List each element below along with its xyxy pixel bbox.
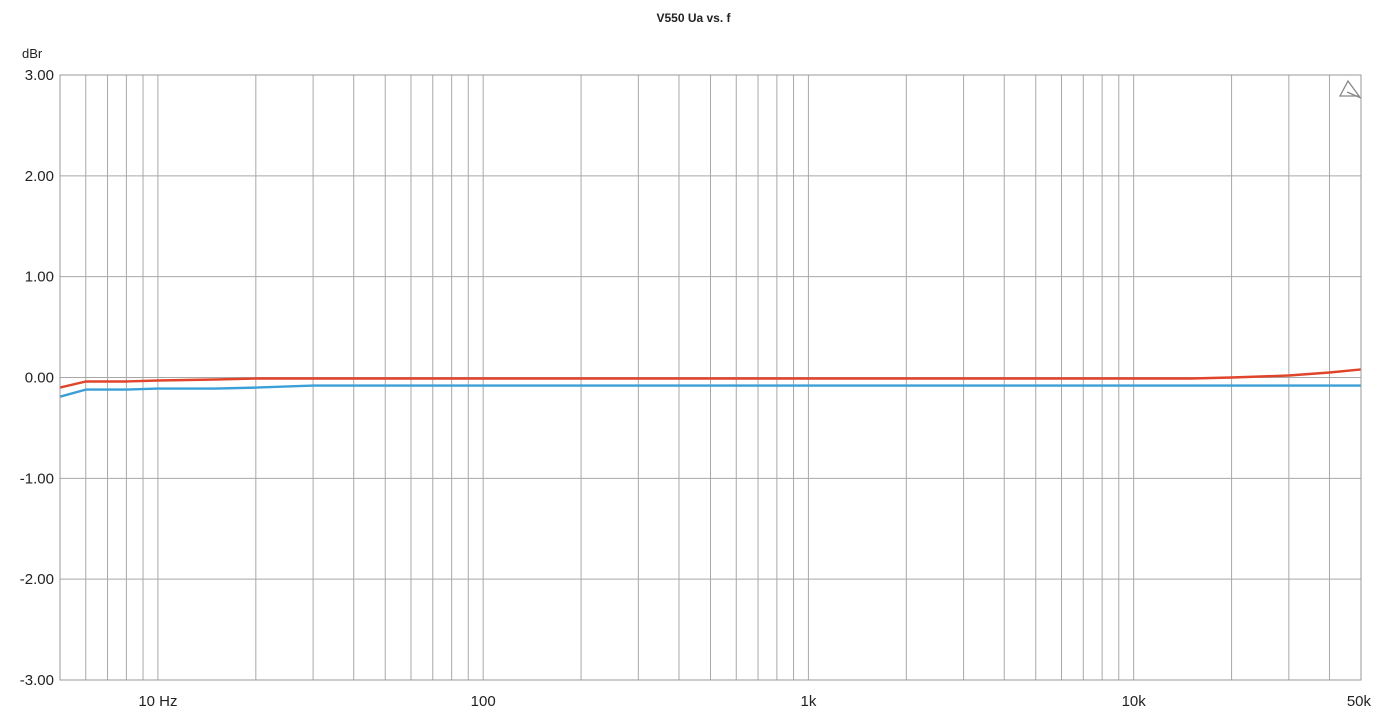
y-tick-label: 0.00 (25, 370, 54, 387)
tick-labels: 3.00 2.00 1.00 0.00 -1.00 -2.00 -3.00 10 Hz 100 1… (20, 67, 1372, 710)
y-axis-label: dBr (22, 46, 43, 61)
cursor-triangle-icon[interactable] (1338, 79, 1362, 99)
y-tick-label: 2.00 (25, 168, 54, 185)
x-tick-label: 100 (471, 693, 496, 710)
series-line-2 (59, 384, 1361, 398)
x-tick-label: 10 Hz (138, 693, 177, 710)
y-tick-label: -1.00 (20, 470, 54, 487)
y-tick-label: 1.00 (25, 269, 54, 286)
x-tick-label: 10k (1122, 693, 1147, 710)
x-tick-label: 50k (1347, 693, 1372, 710)
x-tick-label: 1k (800, 693, 816, 710)
y-tick-label: -2.00 (20, 571, 54, 588)
series-layer (59, 368, 1362, 398)
y-tick-label: -3.00 (20, 672, 54, 689)
plot-frame (59, 74, 1362, 681)
series-line-1 (59, 368, 1362, 389)
chart-title: V550 Ua vs. f (656, 11, 731, 25)
y-tick-label: 3.00 (25, 67, 54, 84)
